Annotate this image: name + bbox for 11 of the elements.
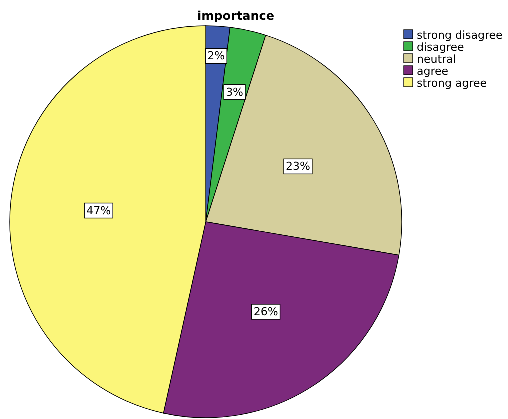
data-label: 23%: [286, 160, 310, 174]
data-label: 47%: [86, 204, 112, 218]
data-label: 2%: [208, 50, 226, 63]
data-label: 3%: [226, 86, 244, 99]
data-label: 26%: [254, 306, 278, 319]
legend-label: agree: [417, 65, 449, 78]
legend-label: disagree: [417, 41, 465, 54]
legend-label: strong agree: [417, 77, 488, 90]
legend-label: strong disagree: [417, 29, 504, 42]
chart-title: importance: [198, 9, 274, 23]
legend-label: neutral: [417, 53, 456, 66]
